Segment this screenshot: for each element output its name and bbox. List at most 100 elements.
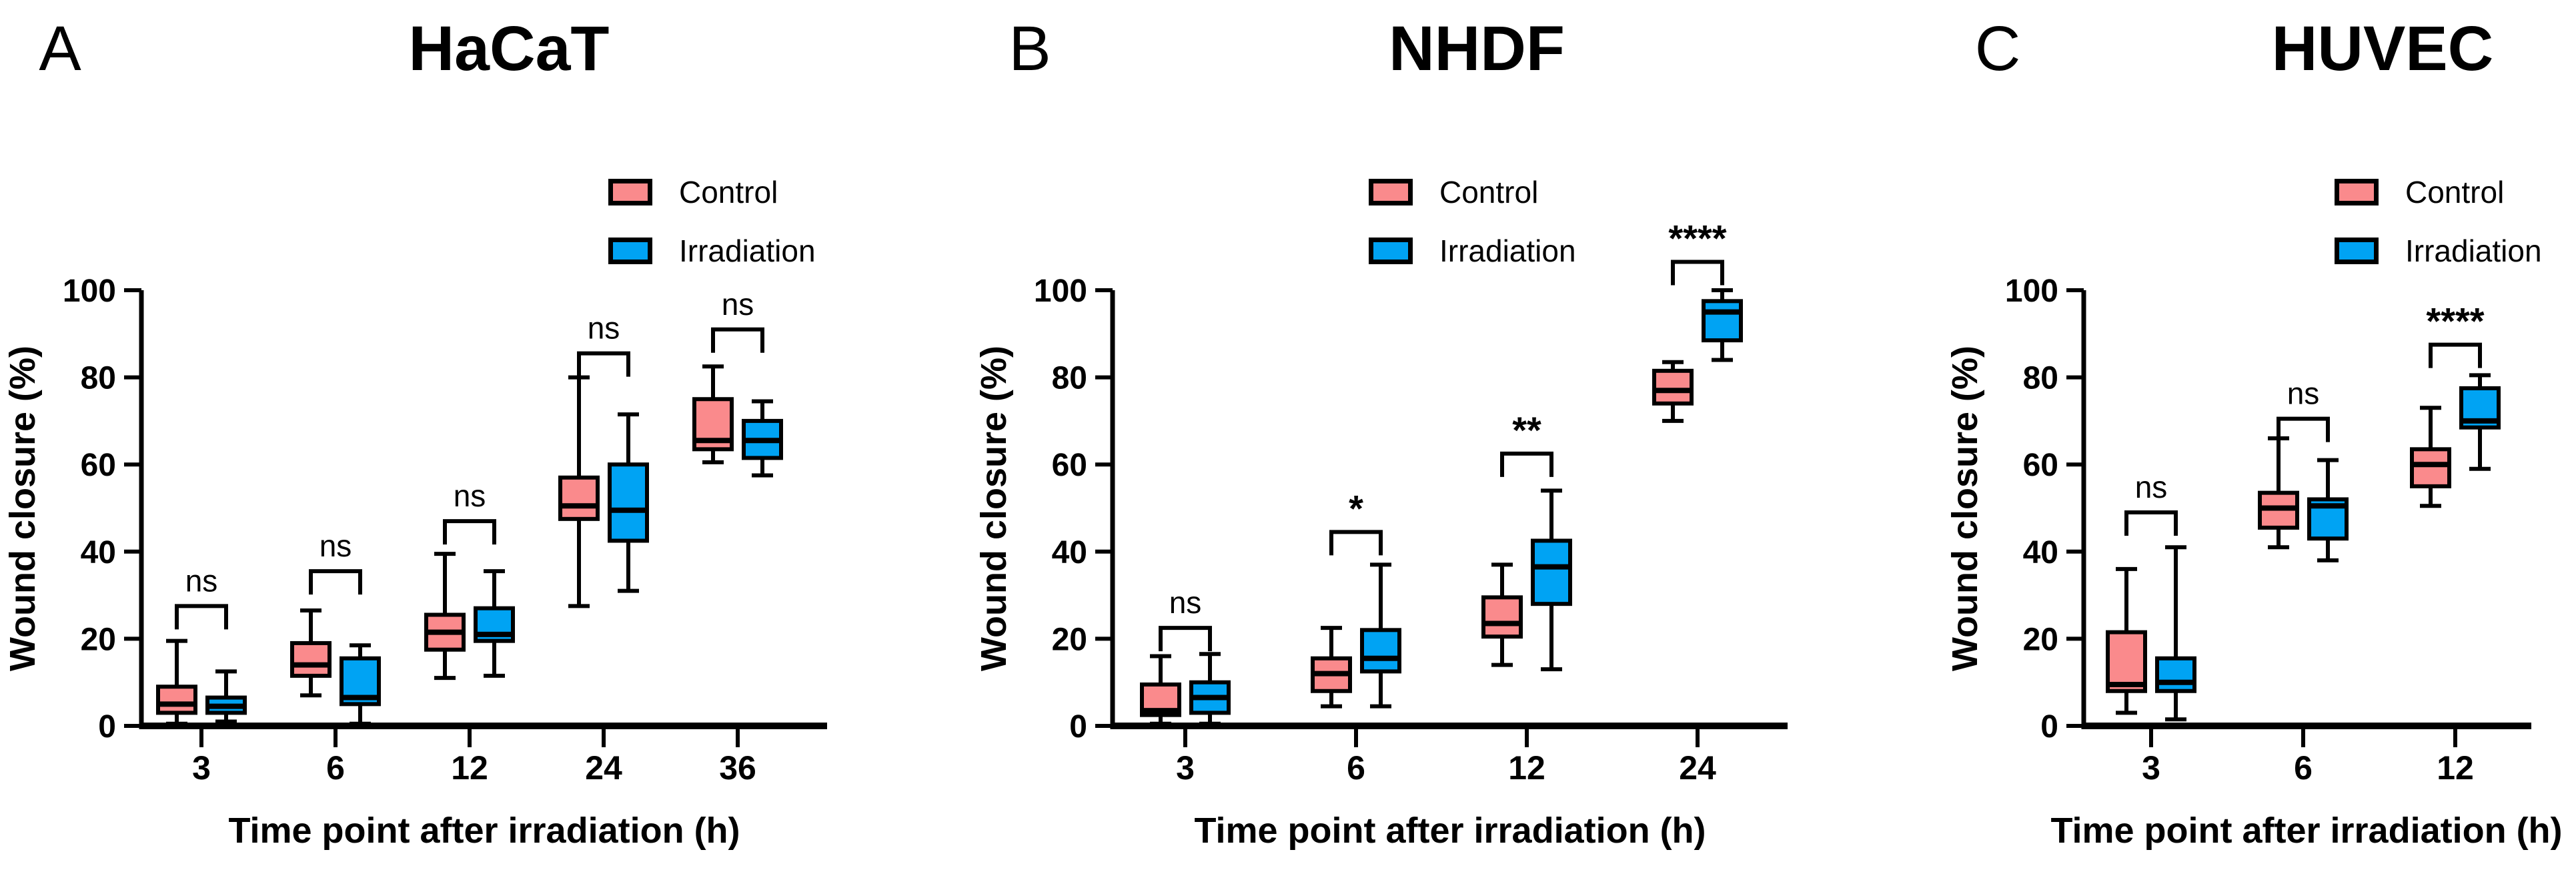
legend-panel-b: Control Irradiation xyxy=(1369,177,1576,296)
irradiation-swatch-icon xyxy=(608,238,652,264)
box-control-3h xyxy=(156,638,197,726)
y-axis: 0 20 40 60 80 100 xyxy=(1034,274,1115,745)
significance-label: ns xyxy=(722,287,754,322)
x-tick-label: 3 xyxy=(1176,749,1195,787)
x-tick-label: 12 xyxy=(2437,749,2474,787)
panel-title-nhdf: NHDF xyxy=(1389,13,1565,84)
significance-3h: ns xyxy=(175,563,228,630)
legend-label-irradiation: Irradiation xyxy=(2405,234,2542,268)
legend-panel-a: Control Irradiation xyxy=(608,175,816,296)
y-tick-label: 20 xyxy=(81,622,116,657)
significance-12h: ns xyxy=(443,478,496,545)
boxes-irradiation xyxy=(205,399,783,726)
legend-panel-c: Control Irradiation xyxy=(2335,177,2542,296)
x-axis: 3 6 12 xyxy=(2082,723,2531,787)
y-tick-label: 0 xyxy=(2040,709,2058,745)
y-tick-label: 40 xyxy=(1052,535,1087,570)
irradiation-swatch-icon xyxy=(2335,238,2379,264)
x-axis-title-c: Time point after irradiation (h) xyxy=(2050,811,2563,851)
significance-label: ns xyxy=(2135,470,2168,504)
significance-36h: ns xyxy=(711,287,764,353)
y-axis-title-a: Wound closure (%) xyxy=(3,346,43,672)
x-tick-label: 3 xyxy=(192,749,211,787)
box-irradiation-6h xyxy=(340,643,381,726)
significance-3h: ns xyxy=(1159,585,1212,652)
y-axis: 0 20 40 60 80 100 xyxy=(63,274,144,745)
significance-label: ns xyxy=(2287,376,2320,411)
x-tick-label: 12 xyxy=(451,749,488,787)
significance-12h: ** xyxy=(1500,409,1553,477)
x-axis: 3 6 12 24 36 xyxy=(139,723,827,787)
y-tick-label: 60 xyxy=(1052,448,1087,483)
significance-label: ns xyxy=(454,478,486,513)
box-irradiation-6h xyxy=(2307,458,2349,562)
significance-12h: **** xyxy=(2426,300,2485,368)
x-axis: 3 6 12 24 xyxy=(1111,723,1788,787)
significance-label: **** xyxy=(1668,217,1726,260)
box-control-6h xyxy=(1311,626,1352,709)
box-control-6h xyxy=(290,608,332,698)
x-tick-label: 36 xyxy=(719,749,756,787)
legend-row-irradiation: Irradiation xyxy=(2335,234,2542,268)
y-tick-label: 40 xyxy=(2023,535,2058,570)
box-control-12h xyxy=(2410,406,2451,508)
legend-row-control: Control xyxy=(1369,177,1576,207)
x-axis-title-b: Time point after irradiation (h) xyxy=(1194,811,1706,851)
significance-3h: ns xyxy=(2124,470,2178,536)
x-tick-label: 6 xyxy=(326,749,345,787)
y-axis: 0 20 40 60 80 100 xyxy=(2005,274,2086,745)
boxes-control xyxy=(2106,406,2451,715)
box-control-12h xyxy=(424,552,466,681)
x-tick-label: 3 xyxy=(2142,749,2160,787)
box-control-24h xyxy=(558,375,600,608)
significance-24h: ns xyxy=(577,311,630,377)
x-axis-title-a: Time point after irradiation (h) xyxy=(228,811,740,851)
y-tick-label: 0 xyxy=(98,709,116,745)
panel-letter-a: A xyxy=(39,13,81,84)
box-control-12h xyxy=(1481,562,1523,667)
significance-label: ** xyxy=(1512,409,1541,451)
box-irradiation-12h xyxy=(1531,488,1572,672)
significance-6h: ns xyxy=(309,528,362,595)
box-irradiation-6h xyxy=(1360,562,1401,709)
legend-label-irradiation: Irradiation xyxy=(1439,234,1576,268)
control-swatch-icon xyxy=(1369,179,1413,205)
significance-label: ns xyxy=(588,311,620,346)
box-irradiation-3h xyxy=(1189,652,1231,726)
panel-title-hacat: HaCaT xyxy=(408,13,610,84)
panel-letter-c: C xyxy=(1974,13,2021,84)
y-tick-label: 100 xyxy=(1034,274,1087,309)
box-control-3h xyxy=(1140,654,1181,726)
boxes-irradiation xyxy=(1189,288,1743,726)
control-swatch-icon xyxy=(608,179,652,205)
y-tick-label: 80 xyxy=(2023,361,2058,396)
significance-label: * xyxy=(1349,487,1363,529)
box-control-6h xyxy=(2258,436,2299,550)
significance-label: **** xyxy=(2426,300,2484,342)
significance-24h: **** xyxy=(1668,217,1727,286)
box-irradiation-12h xyxy=(474,569,515,678)
box-irradiation-24h xyxy=(1702,288,1743,362)
legend-label-control: Control xyxy=(679,175,778,209)
y-tick-label: 80 xyxy=(81,361,116,396)
boxes-control xyxy=(156,364,734,726)
box-control-3h xyxy=(2106,566,2147,715)
y-axis-title-b: Wound closure (%) xyxy=(974,346,1014,672)
y-tick-label: 20 xyxy=(1052,622,1087,657)
y-tick-label: 60 xyxy=(2023,448,2058,483)
y-tick-label: 80 xyxy=(1052,361,1087,396)
x-tick-label: 6 xyxy=(2294,749,2313,787)
y-tick-label: 0 xyxy=(1069,709,1087,745)
x-tick-label: 24 xyxy=(1679,749,1716,787)
box-control-36h xyxy=(692,364,734,464)
box-irradiation-3h xyxy=(2155,545,2196,722)
boxes-irradiation xyxy=(2155,373,2501,722)
panel-title-huvec: HUVEC xyxy=(2271,13,2494,84)
legend-row-irradiation: Irradiation xyxy=(1369,234,1576,268)
box-irradiation-3h xyxy=(205,669,247,724)
box-irradiation-36h xyxy=(742,399,783,478)
y-axis-title-c: Wound closure (%) xyxy=(1945,346,1985,672)
